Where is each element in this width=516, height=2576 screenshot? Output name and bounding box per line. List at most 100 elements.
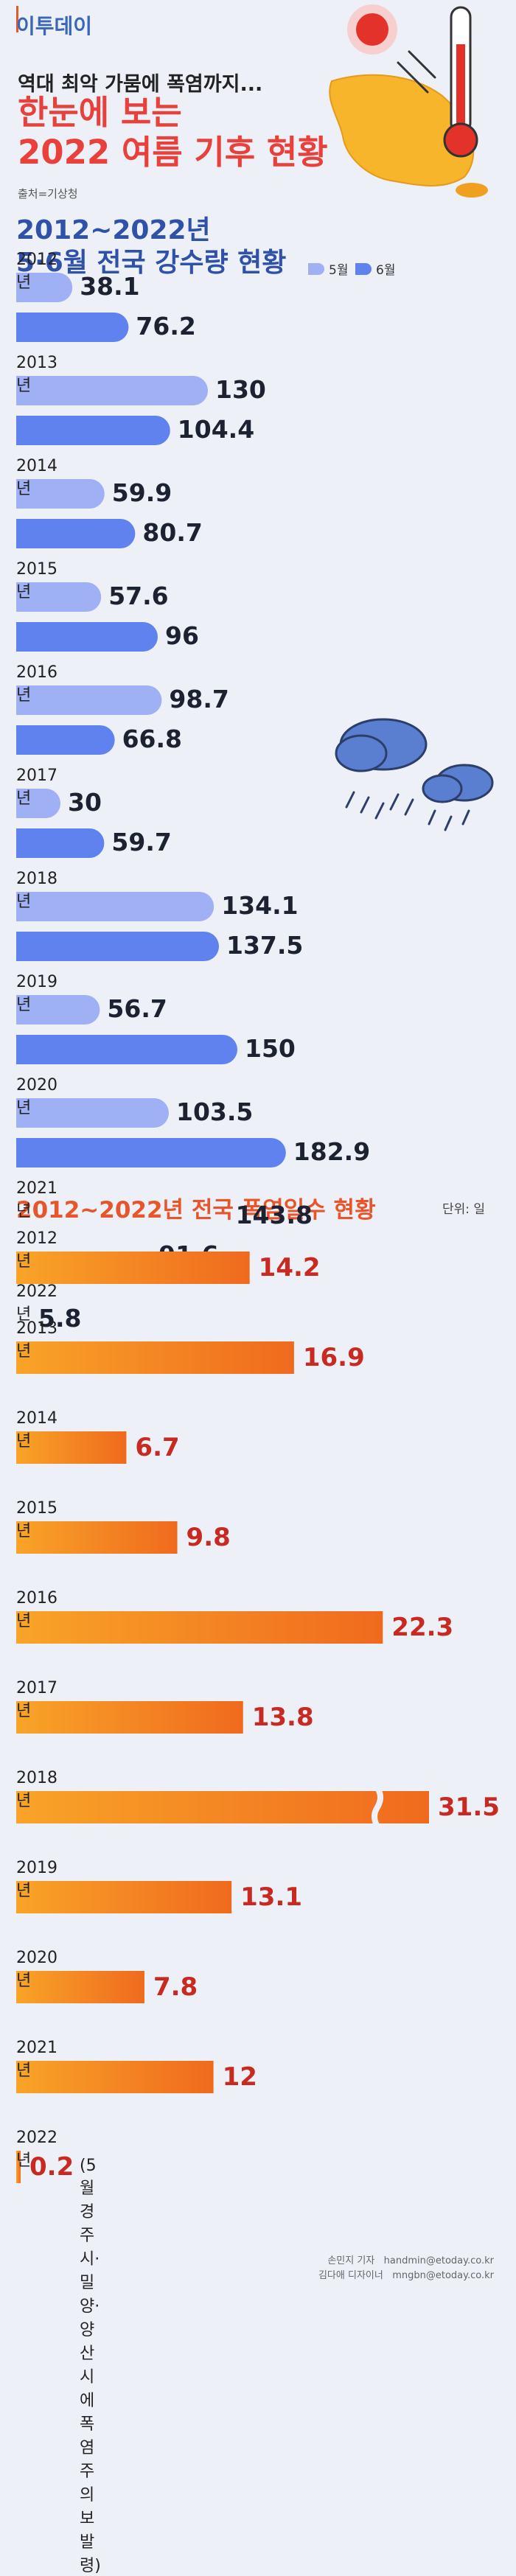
credit-reporter-email: handmin@etoday.co.kr (383, 2255, 494, 2266)
rain-bar-june (16, 622, 158, 652)
legend-label-may: 5월 (329, 263, 349, 278)
rain-drops-icon (345, 791, 470, 831)
rain-value-label: 30 (68, 788, 102, 817)
heat-value-label: 7.8 (153, 1972, 198, 2002)
heat-chart-title: 2012~2022년 전국 폭염일수 현황 (16, 1197, 376, 1224)
heat-year-label: 2020년 (16, 1949, 57, 1990)
rain-value-label: 143.8 (235, 1201, 313, 1229)
heat-year-label: 2017년 (16, 1679, 57, 1720)
heat-year-label: 2019년 (16, 1859, 57, 1900)
heat-bar (16, 1791, 429, 1823)
heat-note-2022: (5월 경주시·밀양·양산시에 폭염주의보 발령) (80, 2157, 101, 2575)
subtitle: 역대 최악 가뭄에 폭염까지... (18, 73, 263, 96)
rain-value-label: 104.4 (177, 415, 255, 444)
credit-line1: 손민지 기자 handmin@etoday.co.kr (280, 2252, 494, 2266)
rain-year-label: 2013년 (16, 354, 57, 395)
rain-value-label: 98.7 (169, 685, 229, 713)
heat-value-label: 31.5 (438, 1793, 500, 1822)
heat-lines-icon (397, 50, 436, 94)
heat-bar (16, 1521, 178, 1554)
heat-bar (16, 1431, 127, 1464)
rain-value-label: 5.8 (38, 1304, 82, 1333)
rain-value-label: 96 (165, 621, 199, 650)
heat-value-label: 0.2 (29, 2152, 74, 2182)
rain-year-label: 2021년 (16, 1179, 57, 1221)
heat-bar (16, 1252, 250, 1284)
illustrations (329, 4, 494, 831)
heat-year-label: 2016년 (16, 1589, 57, 1630)
rain-value-label: 76.2 (136, 312, 196, 341)
heat-bar (16, 1341, 294, 1374)
rain-value-label: 182.9 (293, 1137, 371, 1166)
legend-swatch-june (355, 262, 372, 275)
rain-bar-june (16, 1138, 286, 1167)
heat-bar (16, 1971, 144, 2003)
rain-bar-may (16, 273, 73, 302)
heat-year-label: 2022년 (16, 2129, 57, 2170)
heat-year-label: 2018년 (16, 1769, 57, 1810)
rain-value-label: 56.7 (107, 994, 167, 1023)
heat-year-label: 2014년 (16, 1409, 57, 1451)
rain-value-label: 38.1 (80, 272, 140, 301)
heat-bar (16, 2061, 214, 2093)
source-label: 출처=기상청 (18, 187, 78, 200)
rain-year-label: 2014년 (16, 457, 57, 498)
heat-value-label: 9.8 (186, 1523, 231, 1552)
heat-bar (16, 2151, 21, 2183)
rain-year-label: 2022년 (16, 1282, 57, 1324)
rain-bar-june (16, 828, 105, 858)
rain-chart-title-line2: 5·6월 전국 강수량 현황 (16, 248, 287, 278)
heat-value-label: 14.2 (258, 1253, 321, 1282)
rain-chart-title-line1: 2012~2022년 (16, 215, 211, 245)
rain-value-label: 130 (215, 375, 266, 404)
rain-bar-june (16, 416, 170, 445)
heat-chart-unit: 단위: 일 (442, 1202, 486, 1217)
rain-value-label: 137.5 (226, 931, 304, 960)
heat-value-label: 13.1 (240, 1882, 303, 1912)
credit-reporter: 손민지 기자 (327, 2255, 375, 2266)
main-title-line1: 한눈에 보는 (18, 93, 182, 132)
rain-bar-june (16, 725, 115, 755)
heat-bars-svg (16, 1252, 429, 2183)
rain-year-label: 2019년 (16, 973, 57, 1014)
legend-swatch-may (308, 262, 324, 275)
rain-value-label: 150 (245, 1034, 296, 1063)
heat-year-label: 2013년 (16, 1319, 57, 1361)
heat-value-label: 12 (222, 2062, 257, 2092)
heat-bar (16, 1611, 383, 1644)
rain-bar-may (16, 582, 102, 612)
brand-logo: 이투데이 (16, 14, 93, 38)
heat-value-label: 13.8 (251, 1703, 314, 1732)
rain-bars-svg (16, 273, 286, 1167)
main-title-line2: 2022 여름 기후 현황 (18, 133, 328, 172)
heat-value-label: 22.3 (391, 1613, 454, 1642)
thermometer-icon (443, 6, 478, 158)
heat-bar (16, 1881, 232, 1913)
heat-bar-break-mark (372, 1786, 383, 1828)
rain-bar-may (16, 479, 105, 509)
heat-bar (16, 1701, 243, 1734)
island-shape (456, 183, 488, 198)
rain-year-label: 2015년 (16, 560, 57, 601)
heat-value-label: 16.9 (302, 1343, 365, 1372)
rain-value-label: 59.7 (111, 828, 172, 856)
heat-year-label: 2012년 (16, 1229, 57, 1271)
heat-year-label: 2021년 (16, 2039, 57, 2080)
rain-value-label: 80.7 (142, 518, 203, 547)
rain-value-label: 66.8 (122, 725, 183, 753)
rain-year-label: 2016년 (16, 663, 57, 705)
rain-bar-may (16, 892, 215, 921)
rain-bar-may (16, 995, 100, 1025)
rain-bar-may (16, 1098, 169, 1128)
credit-designer: 김다애 디자이너 (318, 2270, 383, 2281)
rain-year-label: 2012년 (16, 251, 57, 292)
rain-cloud-icon (335, 718, 494, 803)
credit-line2: 김다애 디자이너 mngbn@etoday.co.kr (280, 2267, 494, 2281)
rain-value-label: 59.9 (111, 478, 172, 507)
rain-value-label: 103.5 (176, 1097, 254, 1126)
heat-year-label: 2015년 (16, 1499, 57, 1540)
legend-label-june: 6월 (376, 263, 396, 278)
rain-bar-june (16, 1035, 237, 1064)
legend-june: 6월 (355, 259, 395, 278)
rain-year-label: 2018년 (16, 870, 57, 911)
